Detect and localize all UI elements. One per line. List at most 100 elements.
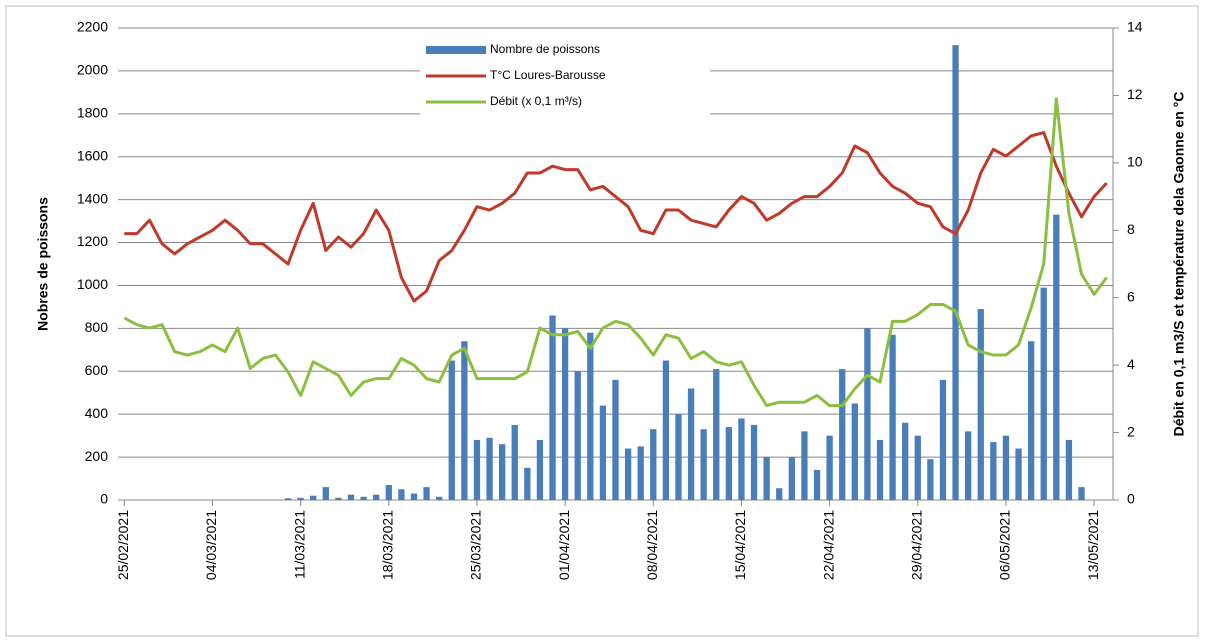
bar bbox=[1015, 448, 1022, 500]
bar bbox=[889, 334, 896, 500]
y-tick-label: 1400 bbox=[77, 190, 108, 206]
bar bbox=[713, 369, 720, 500]
bar bbox=[801, 431, 808, 500]
bar bbox=[662, 360, 670, 500]
x-tick-label: 11/03/2021 bbox=[291, 510, 307, 579]
bar bbox=[486, 437, 493, 500]
y-tick-label: 1200 bbox=[77, 233, 108, 249]
bar bbox=[322, 487, 329, 500]
y-axis-title: Nobres de poissons bbox=[35, 197, 51, 331]
bar bbox=[776, 488, 783, 500]
x-tick-label: 22/04/2021 bbox=[820, 510, 836, 580]
bar bbox=[813, 469, 821, 500]
bar bbox=[574, 371, 581, 500]
bar bbox=[360, 496, 367, 500]
y-tick-label: 2000 bbox=[77, 62, 108, 78]
y-tick-label: 2200 bbox=[77, 19, 108, 35]
legend-label: T°C Loures-Barousse bbox=[490, 68, 606, 82]
y-tick-label: 400 bbox=[85, 405, 109, 421]
y2-tick-label: 2 bbox=[1127, 423, 1135, 439]
bar bbox=[284, 498, 292, 500]
bar bbox=[524, 467, 531, 500]
y-tick-label: 200 bbox=[85, 448, 109, 464]
y2-tick-label: 4 bbox=[1127, 356, 1135, 372]
bar bbox=[587, 332, 594, 500]
bar bbox=[839, 369, 846, 500]
bar bbox=[826, 435, 833, 500]
bar bbox=[624, 448, 632, 500]
y2-tick-label: 0 bbox=[1127, 491, 1135, 507]
bar bbox=[700, 429, 707, 500]
bar bbox=[536, 439, 544, 500]
bar bbox=[385, 484, 392, 500]
x-tick-label: 04/03/2021 bbox=[203, 510, 219, 580]
y-tick-label: 600 bbox=[85, 362, 109, 378]
bar bbox=[511, 424, 518, 500]
x-tick-label: 29/04/2021 bbox=[908, 510, 924, 580]
bar bbox=[763, 457, 770, 500]
bar bbox=[1027, 341, 1035, 500]
bar bbox=[1065, 439, 1073, 500]
y2-tick-label: 12 bbox=[1127, 86, 1143, 102]
bar bbox=[1040, 287, 1047, 500]
x-tick-label: 13/05/2021 bbox=[1085, 510, 1101, 580]
y-tick-label: 1800 bbox=[77, 105, 108, 121]
y-tick-label: 1000 bbox=[77, 276, 108, 292]
bar bbox=[423, 487, 430, 500]
bar bbox=[612, 379, 619, 500]
bar bbox=[398, 489, 405, 500]
y2-tick-label: 6 bbox=[1127, 288, 1135, 304]
line-series bbox=[124, 131, 1108, 303]
bar bbox=[914, 435, 921, 500]
x-tick-label: 15/04/2021 bbox=[732, 510, 748, 580]
bar bbox=[675, 414, 682, 500]
y-tick-label: 800 bbox=[85, 319, 109, 335]
bar bbox=[637, 446, 644, 500]
y-tick-label: 0 bbox=[100, 491, 108, 507]
bar bbox=[650, 429, 657, 500]
bar bbox=[687, 388, 695, 500]
bar bbox=[851, 403, 858, 500]
legend-label: Débit (x 0,1 m³/s) bbox=[490, 94, 582, 108]
line-series bbox=[123, 97, 1108, 408]
bar bbox=[952, 45, 959, 500]
bar bbox=[347, 494, 355, 500]
bar bbox=[738, 418, 745, 500]
bar bbox=[1078, 487, 1085, 500]
bar bbox=[750, 424, 758, 500]
bar bbox=[939, 379, 947, 500]
bar bbox=[473, 439, 481, 500]
bar bbox=[977, 309, 984, 500]
bar bbox=[448, 360, 455, 500]
bar bbox=[725, 427, 733, 500]
bar bbox=[599, 405, 607, 500]
bar bbox=[310, 495, 317, 500]
x-tick-label: 06/05/2021 bbox=[997, 510, 1013, 580]
bar bbox=[549, 315, 556, 500]
bar bbox=[788, 457, 795, 500]
bar bbox=[1053, 214, 1060, 500]
bar bbox=[561, 328, 569, 500]
x-tick-label: 25/03/2021 bbox=[468, 510, 484, 580]
bar bbox=[1002, 435, 1010, 500]
x-tick-label: 01/04/2021 bbox=[556, 510, 572, 580]
y2-axis-title: Débit en 0,1 m3/S et température dela Ga… bbox=[1171, 92, 1187, 437]
legend-label: Nombre de poissons bbox=[490, 42, 600, 56]
x-tick-label: 08/04/2021 bbox=[644, 510, 660, 580]
y-tick-label: 1600 bbox=[77, 147, 108, 163]
bar bbox=[498, 444, 506, 500]
bar bbox=[876, 439, 884, 500]
bar bbox=[373, 494, 380, 500]
bar bbox=[410, 493, 418, 500]
x-tick-label: 25/02/2021 bbox=[115, 510, 131, 580]
y2-tick-label: 14 bbox=[1127, 19, 1143, 35]
bar bbox=[461, 341, 468, 500]
bar bbox=[297, 497, 304, 500]
x-tick-label: 18/03/2021 bbox=[379, 510, 395, 580]
bar bbox=[335, 497, 342, 500]
y2-tick-label: 10 bbox=[1127, 154, 1143, 170]
bar bbox=[902, 422, 909, 500]
y2-tick-label: 8 bbox=[1127, 221, 1135, 237]
bar bbox=[990, 442, 997, 500]
